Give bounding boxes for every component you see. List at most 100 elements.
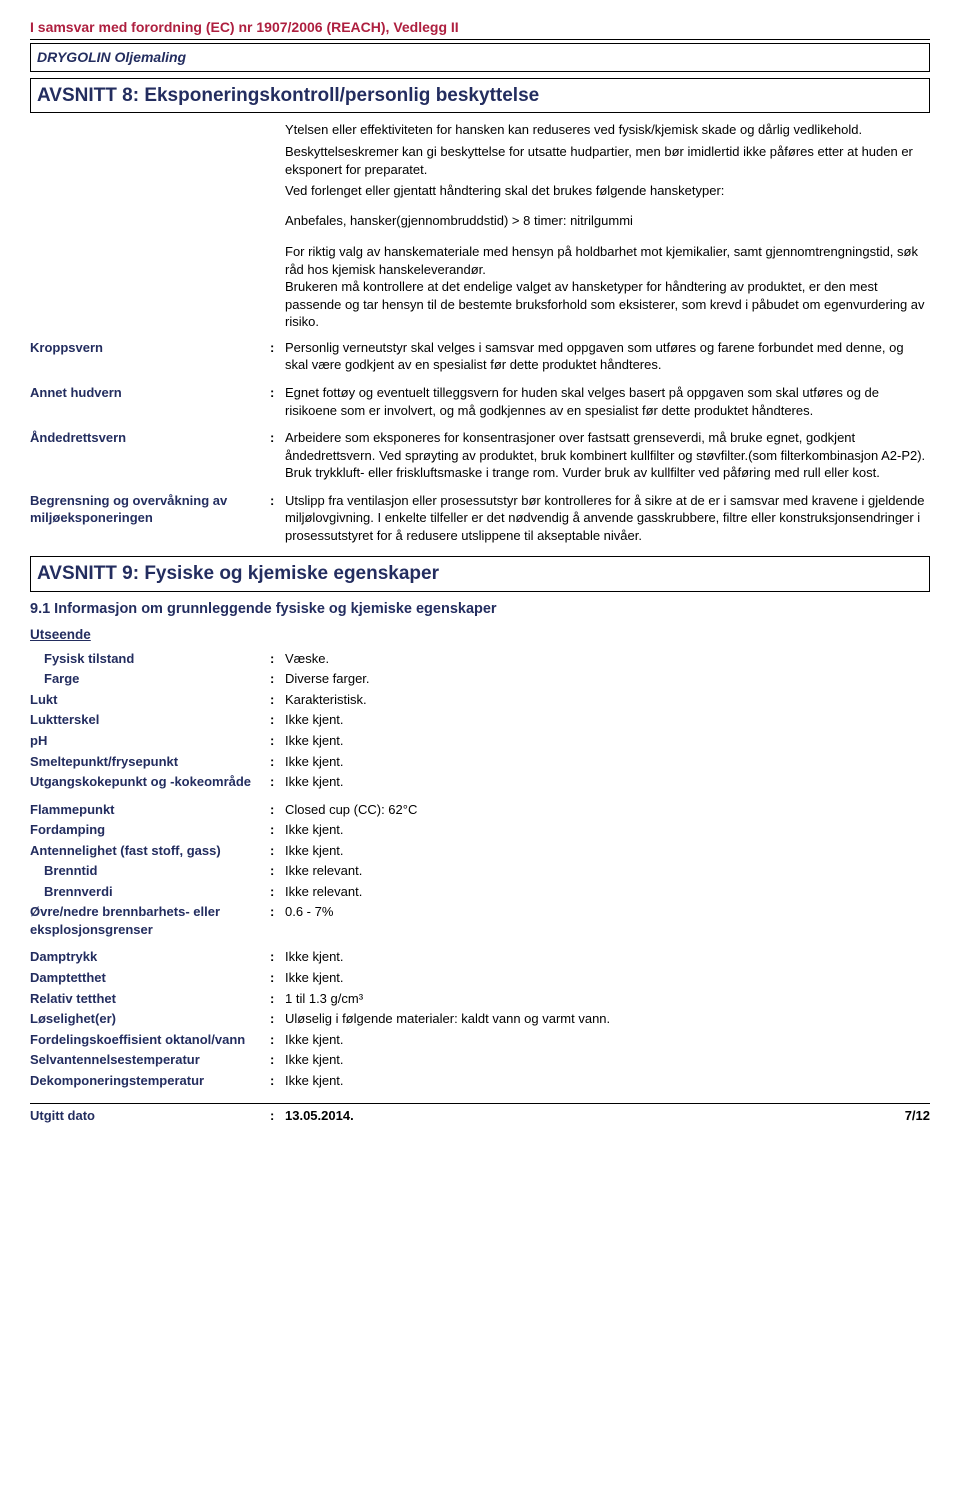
row-annet-hudvern: Annet hudvern : Egnet fottøy og eventuel…: [30, 384, 930, 419]
colon: :: [270, 650, 285, 668]
footer-date: 13.05.2014.: [285, 1107, 354, 1125]
property-label: Fysisk tilstand: [30, 650, 270, 668]
colon: :: [270, 691, 285, 709]
property-row: Lukt:Karakteristisk.: [30, 691, 930, 709]
footer-label: Utgitt dato: [30, 1107, 270, 1125]
property-label: pH: [30, 732, 270, 750]
property-label: Øvre/nedre brennbarhets- eller eksplosjo…: [30, 903, 270, 938]
property-row: Farge:Diverse farger.: [30, 670, 930, 688]
property-label: Antennelighet (fast stoff, gass): [30, 842, 270, 860]
colon: :: [270, 990, 285, 1008]
property-value: Karakteristisk.: [285, 691, 930, 709]
property-row: Løselighet(er):Uløselig i følgende mater…: [30, 1010, 930, 1028]
colon: :: [270, 801, 285, 819]
property-value: Væske.: [285, 650, 930, 668]
property-row: pH:Ikke kjent.: [30, 732, 930, 750]
property-row: Fysisk tilstand:Væske.: [30, 650, 930, 668]
property-value: Uløselig i følgende materialer: kaldt va…: [285, 1010, 930, 1028]
property-label: Lukt: [30, 691, 270, 709]
section8-intro: Ytelsen eller effektiviteten for hansken…: [285, 121, 930, 229]
colon: :: [270, 903, 285, 921]
label-begrensning: Begrensning og overvåkning av miljøekspo…: [30, 492, 270, 527]
colon: :: [270, 429, 285, 447]
property-value: Ikke kjent.: [285, 732, 930, 750]
property-row: Dekomponeringstemperatur:Ikke kjent.: [30, 1072, 930, 1090]
property-label: Luktterskel: [30, 711, 270, 729]
property-value: Ikke kjent.: [285, 1031, 930, 1049]
property-value: Diverse farger.: [285, 670, 930, 688]
property-value: Ikke relevant.: [285, 862, 930, 880]
intro-p4: Anbefales, hansker(gjennombruddstid) > 8…: [285, 212, 930, 230]
property-value: Ikke kjent.: [285, 773, 930, 791]
section8-title-box: AVSNITT 8: Eksponeringskontroll/personli…: [30, 78, 930, 114]
section9-title: AVSNITT 9: Fysiske og kjemiske egenskape…: [37, 563, 439, 584]
value-annet-hudvern: Egnet fottøy og eventuelt tilleggsvern f…: [285, 384, 930, 419]
colon: :: [270, 339, 285, 357]
property-row: Fordelingskoeffisient oktanol/vann:Ikke …: [30, 1031, 930, 1049]
section8-pregroup: For riktig valg av hanskemateriale med h…: [285, 243, 930, 331]
value-kroppsvern: Personlig verneutstyr skal velges i sams…: [285, 339, 930, 374]
property-label: Utgangskokepunkt og -kokeområde: [30, 773, 270, 791]
property-row: Relativ tetthet:1 til 1.3 g/cm³: [30, 990, 930, 1008]
property-label: Smeltepunkt/frysepunkt: [30, 753, 270, 771]
property-value: 1 til 1.3 g/cm³: [285, 990, 930, 1008]
colon: :: [270, 1072, 285, 1090]
label-annet-hudvern: Annet hudvern: [30, 384, 270, 402]
property-value: Ikke kjent.: [285, 1072, 930, 1090]
colon: :: [270, 1010, 285, 1028]
property-row: Selvantennelsestemperatur:Ikke kjent.: [30, 1051, 930, 1069]
product-box: DRYGOLIN Oljemaling: [30, 43, 930, 72]
colon: :: [270, 1107, 285, 1125]
property-label: Fordelingskoeffisient oktanol/vann: [30, 1031, 270, 1049]
property-row: Luktterskel:Ikke kjent.: [30, 711, 930, 729]
property-value: Ikke kjent.: [285, 948, 930, 966]
colon: :: [270, 753, 285, 771]
colon: :: [270, 883, 285, 901]
regulation-header: I samsvar med forordning (EC) nr 1907/20…: [30, 18, 930, 40]
section9-title-box: AVSNITT 9: Fysiske og kjemiske egenskape…: [30, 556, 930, 592]
utseende-heading: Utseende: [30, 626, 930, 644]
label-andedrettsvern: Åndedrettsvern: [30, 429, 270, 447]
property-value: 0.6 - 7%: [285, 903, 930, 921]
property-label: Farge: [30, 670, 270, 688]
value-andedrettsvern: Arbeidere som eksponeres for konsentrasj…: [285, 429, 930, 482]
property-row: Damptetthet:Ikke kjent.: [30, 969, 930, 987]
footer-page: 7/12: [905, 1107, 930, 1125]
property-value: Ikke kjent.: [285, 821, 930, 839]
properties-list: Fysisk tilstand:Væske.Farge:Diverse farg…: [30, 650, 930, 1089]
property-label: Brennverdi: [30, 883, 270, 901]
property-value: Ikke kjent.: [285, 842, 930, 860]
colon: :: [270, 773, 285, 791]
colon: :: [270, 948, 285, 966]
intro-p1: Ytelsen eller effektiviteten for hansken…: [285, 121, 930, 139]
property-value: Ikke relevant.: [285, 883, 930, 901]
colon: :: [270, 969, 285, 987]
section9-subheading: 9.1 Informasjon om grunnleggende fysiske…: [30, 600, 930, 620]
colon: :: [270, 732, 285, 750]
property-value: Ikke kjent.: [285, 753, 930, 771]
colon: :: [270, 1051, 285, 1069]
pregroup-p1: For riktig valg av hanskemateriale med h…: [285, 243, 930, 278]
property-value: Ikke kjent.: [285, 1051, 930, 1069]
property-row: Øvre/nedre brennbarhets- eller eksplosjo…: [30, 903, 930, 938]
colon: :: [270, 670, 285, 688]
property-row: Utgangskokepunkt og -kokeområde:Ikke kje…: [30, 773, 930, 791]
property-label: Selvantennelsestemperatur: [30, 1051, 270, 1069]
property-value: Ikke kjent.: [285, 711, 930, 729]
property-label: Damptrykk: [30, 948, 270, 966]
section8-title: AVSNITT 8: Eksponeringskontroll/personli…: [37, 85, 539, 106]
property-row: Smeltepunkt/frysepunkt:Ikke kjent.: [30, 753, 930, 771]
property-row: Brennverdi:Ikke relevant.: [30, 883, 930, 901]
property-label: Flammepunkt: [30, 801, 270, 819]
colon: :: [270, 711, 285, 729]
property-row: Brenntid:Ikke relevant.: [30, 862, 930, 880]
row-kroppsvern: Kroppsvern : Personlig verneutstyr skal …: [30, 339, 930, 374]
property-row: Antennelighet (fast stoff, gass):Ikke kj…: [30, 842, 930, 860]
property-label: Fordamping: [30, 821, 270, 839]
colon: :: [270, 492, 285, 510]
property-row: Flammepunkt:Closed cup (CC): 62°C: [30, 801, 930, 819]
pregroup-p2: Brukeren må kontrollere at det endelige …: [285, 278, 930, 331]
row-begrensning: Begrensning og overvåkning av miljøekspo…: [30, 492, 930, 545]
value-begrensning: Utslipp fra ventilasjon eller prosessuts…: [285, 492, 930, 545]
property-row: Damptrykk:Ikke kjent.: [30, 948, 930, 966]
